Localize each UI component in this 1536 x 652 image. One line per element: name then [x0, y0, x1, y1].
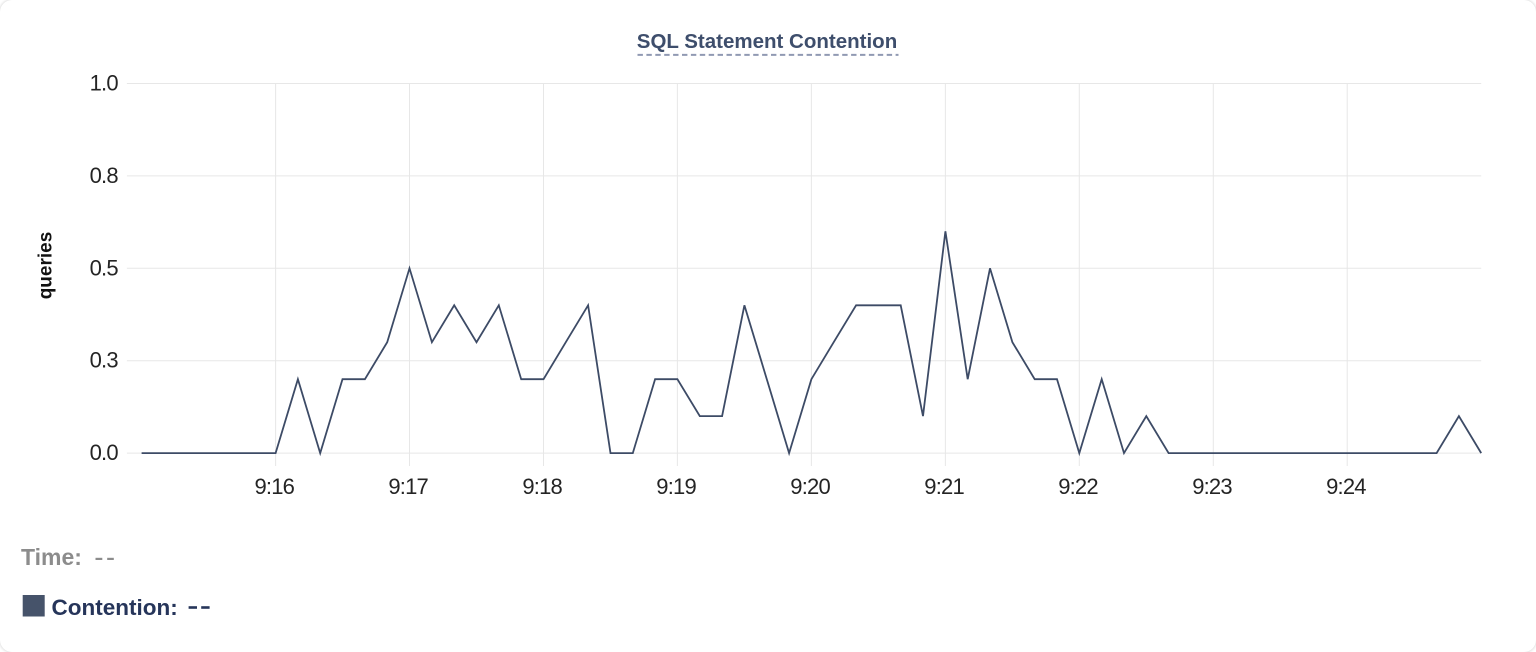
- svg-text:9:21: 9:21: [924, 474, 964, 499]
- svg-text:9:20: 9:20: [790, 474, 830, 499]
- svg-text:0.0: 0.0: [90, 440, 119, 465]
- svg-text:9:18: 9:18: [522, 474, 562, 499]
- svg-text:9:22: 9:22: [1058, 474, 1098, 499]
- svg-text:SQL Statement Contention: SQL Statement Contention: [637, 30, 897, 53]
- svg-text:9:23: 9:23: [1192, 474, 1232, 499]
- svg-text:Time:: Time:: [21, 544, 82, 570]
- svg-text:0.5: 0.5: [90, 255, 119, 280]
- svg-text:queries: queries: [36, 232, 57, 300]
- svg-text:9:24: 9:24: [1326, 474, 1366, 499]
- svg-text:9:19: 9:19: [656, 474, 696, 499]
- svg-text:9:17: 9:17: [388, 474, 428, 499]
- svg-text:9:16: 9:16: [254, 474, 294, 499]
- svg-text:0.8: 0.8: [90, 163, 119, 188]
- svg-text:0.3: 0.3: [90, 348, 119, 373]
- svg-text:1.0: 1.0: [90, 71, 119, 96]
- svg-text:Contention:: Contention:: [52, 595, 178, 620]
